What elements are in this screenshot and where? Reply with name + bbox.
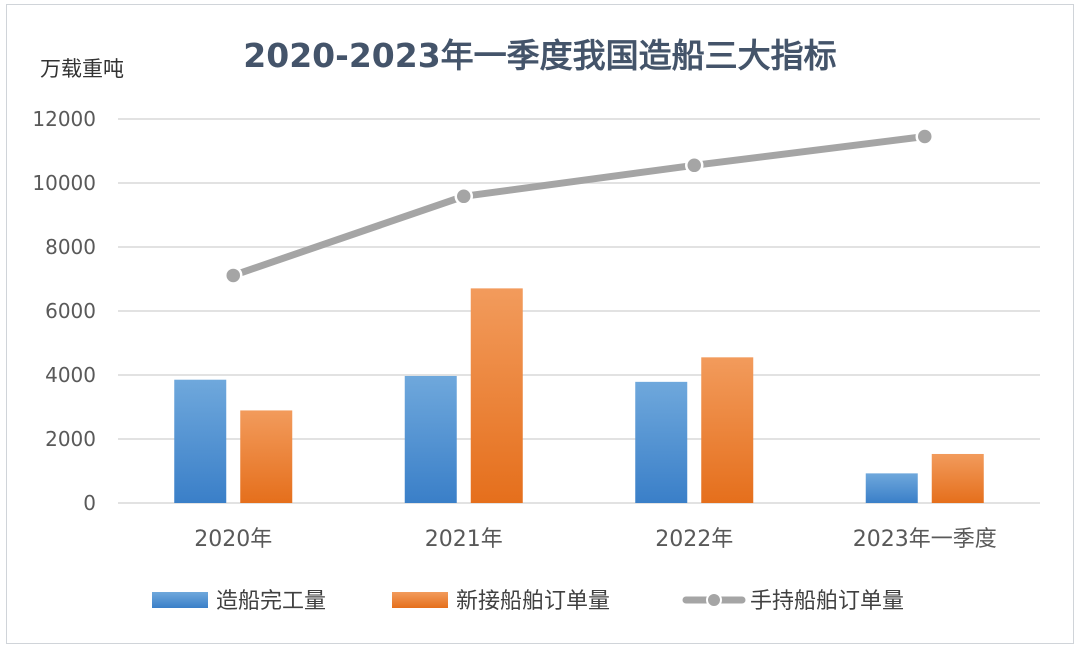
- x-tick-label: 2021年: [425, 527, 503, 552]
- bar-completed: [635, 381, 688, 503]
- y-tick-label: 4000: [45, 363, 96, 387]
- legend-label: 造船完工量: [216, 589, 326, 614]
- legend-swatch: [392, 592, 448, 608]
- y-tick-label: 10000: [32, 171, 96, 195]
- bar-completed: [865, 473, 918, 503]
- legend-swatch: [152, 592, 208, 608]
- bars: [174, 288, 984, 503]
- line-point: [454, 187, 473, 206]
- legend-marker: [706, 592, 722, 608]
- x-tick-label: 2023年一季度: [853, 527, 997, 552]
- legend: 造船完工量 新接船舶订单量 手持船舶订单量: [152, 589, 904, 614]
- line-handheld-orders: [229, 133, 929, 279]
- y-tick-label: 12000: [32, 107, 96, 131]
- x-axis-ticks: 2020年 2021年 2022年 2023年一季度: [194, 527, 997, 552]
- x-tick-label: 2022年: [655, 527, 733, 552]
- y-tick-label: 6000: [45, 299, 96, 323]
- y-tick-label: 8000: [45, 235, 96, 259]
- x-tick-label: 2020年: [194, 527, 272, 552]
- y-tick-label: 0: [83, 491, 96, 515]
- bar-new-orders: [701, 357, 754, 503]
- bar-new-orders: [240, 410, 293, 503]
- line-series: [224, 127, 934, 285]
- line-point: [224, 266, 243, 285]
- y-tick-label: 2000: [45, 427, 96, 451]
- y-axis-ticks: 0 2000 4000 6000 8000 10000 12000: [32, 107, 96, 515]
- chart-frame: [6, 4, 1074, 644]
- bar-new-orders: [931, 453, 984, 503]
- legend-label: 手持船舶订单量: [750, 589, 904, 614]
- y-axis-unit-label: 万载重吨: [40, 57, 124, 81]
- chart-title: 2020-2023年一季度我国造船三大指标: [243, 36, 836, 75]
- bar-completed: [404, 375, 457, 503]
- bar-completed: [174, 379, 227, 503]
- bar-new-orders: [470, 288, 523, 503]
- line-point: [685, 156, 704, 175]
- legend-label: 新接船舶订单量: [456, 589, 610, 614]
- line-point: [915, 127, 934, 146]
